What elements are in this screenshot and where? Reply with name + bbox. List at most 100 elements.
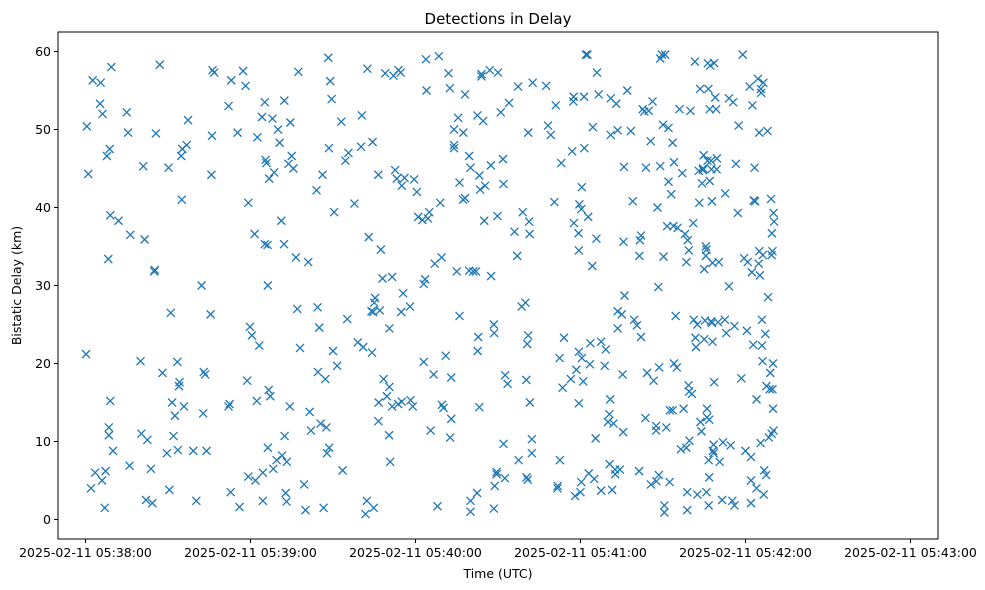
detection-point (105, 396, 115, 406)
detection-point (549, 197, 559, 207)
detection-point (525, 229, 535, 239)
detection-point (486, 160, 496, 170)
detection-point (718, 437, 728, 447)
detection-point (460, 89, 470, 99)
detection-point (684, 436, 694, 446)
detection-point (260, 97, 270, 107)
detection-point (384, 382, 394, 392)
detection-point (603, 417, 613, 427)
plot-area (57, 31, 939, 540)
detection-point (258, 468, 268, 478)
detection-point (632, 320, 642, 330)
detection-point (177, 195, 187, 205)
detection-point (324, 143, 334, 153)
detection-point (276, 216, 286, 226)
detection-point (769, 217, 779, 226)
detection-point (254, 341, 264, 351)
detection-point (101, 466, 111, 476)
detection-point (279, 239, 289, 249)
detection-point (636, 231, 646, 241)
detection-point (577, 353, 587, 363)
detection-point (747, 100, 757, 110)
detection-point (619, 162, 629, 172)
detection-point (279, 96, 289, 106)
detection-point (524, 217, 534, 226)
detection-point (653, 282, 663, 292)
detection-point (628, 196, 638, 206)
detection-point (141, 495, 151, 505)
detection-point (261, 158, 271, 168)
detection-point (209, 68, 219, 78)
detection-point (191, 496, 201, 506)
detection-point (285, 401, 295, 411)
detection-point (166, 308, 176, 318)
detection-point (559, 333, 569, 343)
detection-point (496, 107, 506, 117)
detection-point (689, 315, 699, 325)
detection-point (574, 245, 584, 255)
y-tick-label: 50 (35, 122, 51, 137)
detection-point (697, 426, 706, 436)
detection-point (413, 212, 423, 222)
detection-point (551, 100, 561, 110)
detection-point (646, 479, 656, 489)
detection-point (200, 369, 210, 379)
detection-point (510, 227, 519, 237)
detection-point (541, 81, 551, 91)
detection-point (651, 426, 661, 436)
detection-point (243, 472, 253, 482)
detection-point (397, 181, 407, 191)
detection-point (125, 461, 134, 471)
detection-point (97, 476, 107, 485)
detection-point (644, 106, 654, 116)
detection-point (589, 474, 599, 484)
detection-point (757, 315, 767, 325)
detection-point (702, 404, 712, 414)
detection-point (444, 68, 453, 78)
detection-point (123, 128, 133, 138)
detection-point (368, 307, 378, 317)
detection-point (83, 169, 93, 179)
detection-point (479, 216, 489, 226)
detection-point (198, 408, 208, 418)
detection-point (306, 426, 316, 436)
detection-point (328, 346, 338, 356)
detection-point (769, 208, 779, 218)
detection-point (449, 140, 459, 150)
detection-point (717, 495, 727, 505)
detection-point (669, 157, 679, 167)
detection-point (242, 376, 252, 386)
detection-point (466, 496, 475, 506)
detection-point (707, 196, 717, 206)
detection-point (498, 154, 508, 164)
detection-point (474, 171, 484, 180)
detection-point (268, 114, 277, 124)
detection-point (712, 153, 722, 163)
detection-point (316, 419, 326, 429)
y-tick-label: 60 (35, 44, 51, 59)
detection-point (622, 86, 632, 95)
detection-point (369, 503, 379, 513)
detection-point (668, 138, 678, 148)
detection-point (439, 403, 449, 413)
detection-point (655, 161, 665, 171)
detection-point (424, 207, 434, 217)
detection-point (664, 123, 673, 133)
detection-point (768, 359, 778, 368)
detection-point (258, 496, 268, 506)
detection-point (155, 60, 165, 70)
detection-point (662, 221, 672, 231)
detection-point (692, 320, 702, 329)
detection-point (390, 165, 400, 175)
detection-point (583, 212, 593, 222)
detection-point (710, 93, 720, 102)
detection-point (676, 444, 686, 454)
detection-point (382, 391, 392, 401)
detection-point (301, 505, 310, 515)
detection-point (574, 398, 584, 408)
detection-point (136, 356, 145, 366)
detection-point (426, 426, 436, 436)
detection-point (698, 164, 708, 173)
detection-point (746, 498, 756, 508)
detection-point (576, 204, 586, 214)
